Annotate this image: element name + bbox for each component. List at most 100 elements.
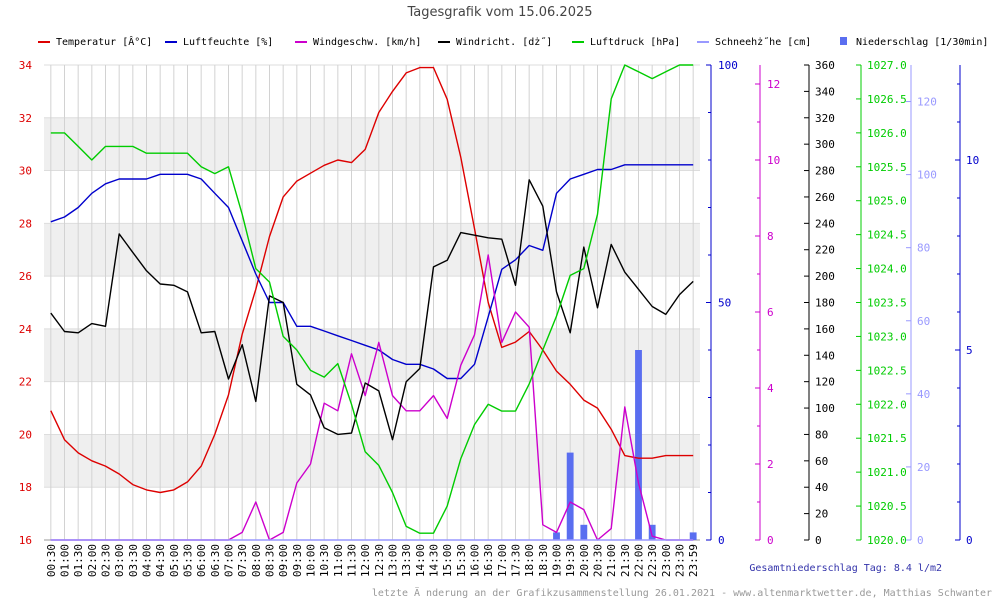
axis-tick-label: 240 <box>815 217 835 230</box>
series-line-temp <box>50 66 694 494</box>
legend: Temperatur [Â°C] Luftfeuchte [%] Windgesch… <box>38 35 988 48</box>
x-tick-label: 09:00 <box>277 544 290 577</box>
footer-note: letzte Ä nderung an der Grafikzusammenst… <box>372 586 992 599</box>
axis-tick-label: 0 <box>815 534 822 547</box>
x-tick-label: 03:30 <box>127 544 140 577</box>
axis-tick-label: 1021.0 <box>867 466 907 479</box>
axis-tick-label: 120 <box>815 376 835 389</box>
x-tick-label: 06:30 <box>209 544 222 577</box>
x-tick-label: 22:30 <box>646 544 659 577</box>
x-tick-label: 14:00 <box>414 544 427 577</box>
axis-tick-label: 100 <box>815 402 835 415</box>
axis-tick-label: 1025.0 <box>867 195 907 208</box>
temp-tick-label: 34 <box>19 59 33 72</box>
value-axes: 1618202224262830323405010002468101202040… <box>19 59 980 547</box>
temp-tick-label: 20 <box>19 428 32 441</box>
temp-tick-label: 16 <box>19 534 32 547</box>
legend-label: Luftfeuchte [%] <box>183 37 273 48</box>
temp-tick-label: 32 <box>19 112 32 125</box>
axis-dir: 0 20 40 60 80 100 120 140 160 180 200 220 240 260 280 3… <box>804 59 835 547</box>
x-tick-label: 05:30 <box>182 544 195 577</box>
legend-label: Niederschlag [1/30min] <box>856 37 988 48</box>
x-tick-label: 01:30 <box>72 544 85 577</box>
axis-tick-label: 20 <box>917 461 930 474</box>
background-bands <box>44 64 700 541</box>
axis-tick-label: 340 <box>815 85 835 98</box>
legend-item: Luftfeuchte [%] <box>165 37 273 48</box>
total-precipitation: Gesamtniederschlag Tag: 8.4 l/m2 <box>749 563 942 574</box>
axis-tick-label: 5 <box>966 344 973 357</box>
x-tick-label: 12:30 <box>373 544 386 577</box>
x-tick-label: 22:00 <box>633 544 646 577</box>
axis-rain: 0 5 10 <box>955 65 979 547</box>
legend-item: Niederschlag [1/30min] <box>840 37 988 48</box>
axis-wind: 0 2 4 6 8 10 12 <box>755 65 780 547</box>
x-tick-label: 20:30 <box>592 544 605 577</box>
axis-tick-label: 50 <box>718 297 731 310</box>
x-tick-label: 02:00 <box>86 544 99 577</box>
grid-band <box>44 434 700 488</box>
grid-band <box>44 223 700 277</box>
series-lines <box>50 64 694 541</box>
x-tick-label: 11:00 <box>332 544 345 577</box>
x-tick-label: 16:00 <box>469 544 482 577</box>
x-tick-label: 17:30 <box>510 544 523 577</box>
axis-tick-label: 280 <box>815 165 835 178</box>
x-tick-label: 14:30 <box>428 544 441 577</box>
temp-tick-label: 28 <box>19 217 32 230</box>
x-tick-label: 19:30 <box>564 544 577 577</box>
x-tick-label: 23:30 <box>674 544 687 577</box>
x-tick-label: 09:30 <box>291 544 304 577</box>
x-tick-label: 04:30 <box>154 544 167 577</box>
axis-tick-label: 1026.0 <box>867 127 907 140</box>
axis-tick-label: 1023.0 <box>867 330 907 343</box>
axis-tick-label: 180 <box>815 297 835 310</box>
axis-tick-label: 1024.5 <box>867 229 907 242</box>
axis-tick-label: 1020.5 <box>867 500 907 513</box>
axis-tick-label: 10 <box>966 154 979 167</box>
legend-item: Schneehż˝he [cm] <box>697 36 811 48</box>
legend-item: Windgeschw. [km/h] <box>295 37 421 48</box>
x-tick-label: 18:30 <box>537 544 550 577</box>
temp-tick-label: 22 <box>19 376 32 389</box>
x-tick-label: 07:30 <box>236 544 249 577</box>
precipitation-bar <box>580 524 588 540</box>
x-tick-label: 12:00 <box>359 544 372 577</box>
precipitation-bar <box>689 532 697 540</box>
axis-tick-label: 10 <box>767 154 780 167</box>
x-tick-label: 11:30 <box>346 544 359 577</box>
precipitation-bar <box>553 532 560 540</box>
legend-swatch <box>840 37 847 45</box>
x-tick-label: 15:30 <box>455 544 468 577</box>
x-tick-label: 16:30 <box>482 544 495 577</box>
axis-tick-label: 1021.5 <box>867 432 907 445</box>
legend-label: Luftdruck [hPa] <box>590 37 680 48</box>
x-tick-label: 01:00 <box>59 544 72 577</box>
axis-tick-label: 140 <box>815 349 835 362</box>
x-tick-label: 23:00 <box>660 544 673 577</box>
series-line-wind <box>50 254 694 541</box>
axis-tick-label: 12 <box>767 78 780 91</box>
precipitation-bars <box>553 350 697 540</box>
grid-band <box>44 117 700 171</box>
precipitation-bar <box>566 452 574 540</box>
axis-tick-label: 0 <box>718 534 725 547</box>
x-tick-label: 06:00 <box>195 544 208 577</box>
x-tick-label: 17:00 <box>496 544 509 577</box>
x-tick-label: 04:00 <box>141 544 154 577</box>
x-tick-label: 21:30 <box>619 544 632 577</box>
axis-tick-label: 1022.0 <box>867 398 907 411</box>
axis-tick-label: 6 <box>767 306 774 319</box>
temp-tick-label: 24 <box>19 323 33 336</box>
temp-tick-label: 26 <box>19 270 32 283</box>
x-axis-labels: 00:30 01:00 01:30 02:00 02:30 03:00 03:30 04:00… <box>45 544 700 577</box>
grid-band <box>44 328 700 382</box>
series-line-press <box>50 64 694 534</box>
axis-tick-label: 100 <box>718 59 738 72</box>
legend-label: Windgeschw. [km/h] <box>313 37 421 48</box>
x-tick-label: 07:00 <box>223 544 236 577</box>
axis-tick-label: 300 <box>815 138 835 151</box>
axis-tick-label: 260 <box>815 191 835 204</box>
temp-tick-label: 18 <box>19 481 32 494</box>
